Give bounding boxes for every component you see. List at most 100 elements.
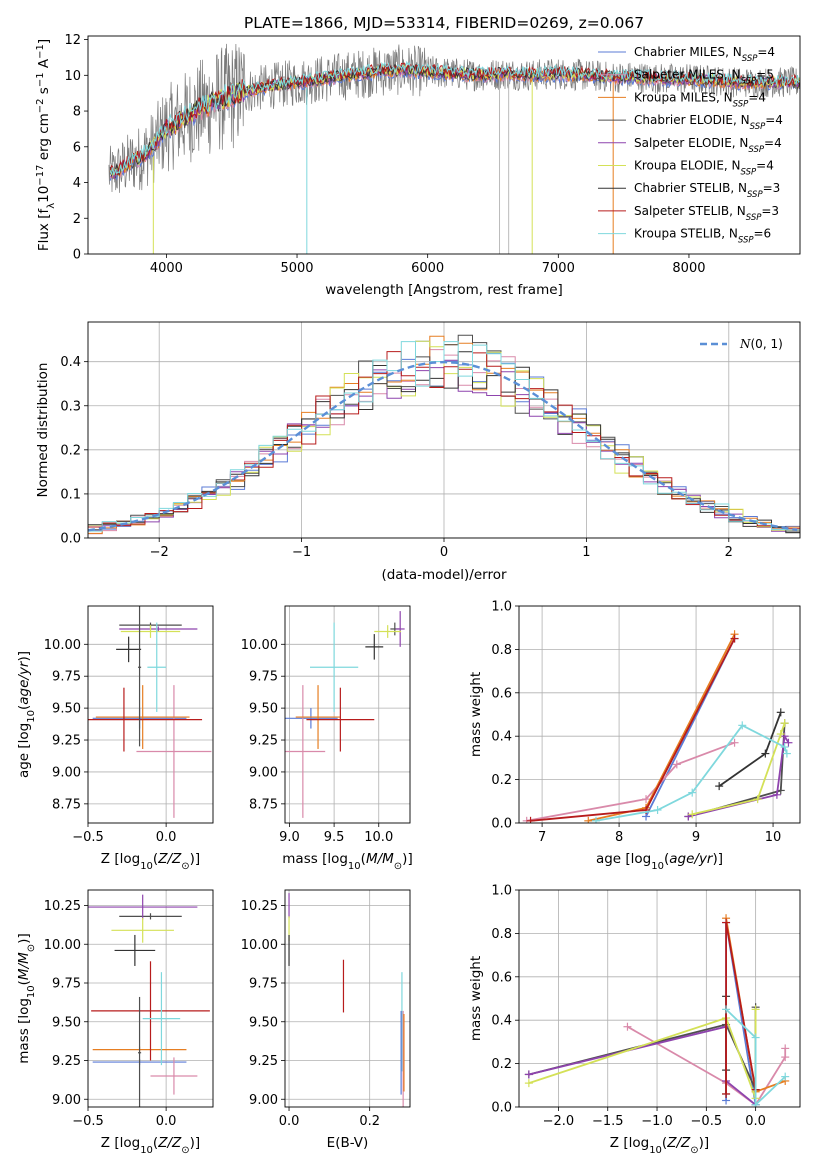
plot-area bbox=[88, 890, 213, 1107]
y-tick-label: 8 bbox=[73, 105, 81, 120]
y-tick-label: 8.75 bbox=[249, 797, 278, 812]
y-tick-label: 8.75 bbox=[52, 797, 81, 812]
y-axis-label: Normed distribution bbox=[35, 363, 51, 498]
y-tick-label: 1.0 bbox=[491, 600, 512, 615]
weight-line bbox=[526, 741, 735, 822]
legend-text: =3 bbox=[763, 181, 781, 195]
label-part: M/M bbox=[366, 851, 394, 867]
legend-sub: SSP bbox=[738, 236, 754, 246]
label-part: )] bbox=[190, 1135, 201, 1151]
label-part: )] bbox=[402, 851, 413, 867]
legend-sub: SSP bbox=[741, 168, 757, 178]
label-part: Z/Z bbox=[666, 1135, 691, 1151]
x-tick-label: −0.5 bbox=[691, 1114, 723, 1129]
x-tick-label: 2 bbox=[725, 545, 733, 560]
panel-age-vs-mass: 9.0 9.5 10.0 8.75 9.00 9.25 9.50 9.75 10.00 mass … bbox=[241, 605, 413, 872]
label-part: 10 bbox=[36, 186, 52, 203]
plot-area bbox=[88, 606, 213, 823]
y-tick-label: 9.50 bbox=[52, 1015, 81, 1030]
y-axis-label: mass [log10(M/M⊙)] bbox=[16, 933, 37, 1063]
y-tick-label: 0.6 bbox=[491, 686, 512, 701]
label-part: mass [log bbox=[16, 998, 32, 1064]
x-axis-label: Z [log10(Z/Z⊙)] bbox=[101, 851, 200, 872]
y-tick-label: 0.0 bbox=[491, 817, 512, 832]
x-tick-label: −1 bbox=[292, 545, 311, 560]
y-tick-label: 0.2 bbox=[60, 443, 81, 458]
label-part: Z/Z bbox=[157, 1135, 182, 1151]
y-tick-label: 2 bbox=[73, 212, 81, 227]
legend-label: Chabrier ELODIE, NSSP=4 bbox=[634, 113, 783, 132]
y-tick-label: 9.50 bbox=[52, 702, 81, 717]
panel-residuals: −2 −1 0 1 2 0.0 0.1 0.2 0.3 0.4 (data-model)/error… bbox=[35, 321, 801, 583]
legend-text: N bbox=[739, 337, 751, 351]
y-tick-label: 9.25 bbox=[249, 1054, 278, 1069]
weight-line bbox=[595, 724, 788, 822]
y-tick-label: 0.3 bbox=[60, 399, 81, 414]
legend-label: Kroupa STELIB, NSSP=6 bbox=[634, 227, 771, 246]
legend-text: =4 bbox=[764, 136, 782, 150]
chart-title: PLATE=1866, MJD=53314, FIBERID=0269, z=0… bbox=[244, 14, 644, 32]
label-part: λ bbox=[46, 203, 57, 209]
y-tick-label: 0.0 bbox=[60, 532, 81, 547]
panel-mass-vs-ebv: 0.0 0.2 9.00 9.25 9.50 9.75 10.00 10.25 E(B-V) bbox=[241, 889, 411, 1151]
panel-weight-vs-Z: −2.0 −1.5 −1.0 −0.5 0.0 0.0 0.2 0.4 0.6 0.8 1.0 Z [… bbox=[468, 884, 801, 1156]
legend-label: Chabrier MILES, NSSP=4 bbox=[634, 45, 775, 64]
model-spectrum bbox=[109, 62, 800, 176]
legend-sub: SSP bbox=[750, 122, 766, 132]
label-part: −17 bbox=[35, 165, 46, 186]
legend-label: N(0, 1) bbox=[739, 337, 783, 351]
legend-label: Kroupa ELODIE, NSSP=4 bbox=[634, 159, 774, 178]
legend-sub: SSP bbox=[741, 77, 757, 87]
weight-line bbox=[691, 722, 786, 816]
x-tick-label: 0 bbox=[440, 545, 448, 560]
label-part: −1 bbox=[35, 44, 46, 59]
y-tick-label: 6 bbox=[73, 140, 81, 155]
y-tick-label: 9.50 bbox=[249, 702, 278, 717]
weight-line bbox=[688, 723, 786, 818]
y-tick-label: 0.4 bbox=[491, 730, 512, 745]
label-part: Flux [f bbox=[36, 208, 52, 252]
legend-text: Chabrier STELIB, N bbox=[634, 181, 747, 195]
gridlines bbox=[519, 890, 800, 1107]
label-part: ( bbox=[662, 1135, 667, 1151]
label-part: )] bbox=[699, 1135, 710, 1151]
axes-frame bbox=[284, 605, 411, 824]
x-tick-label: 8 bbox=[615, 830, 623, 845]
legend-sub: SSP bbox=[733, 99, 749, 109]
y-tick-label: 10.00 bbox=[44, 638, 81, 653]
y-tick-label: 0.0 bbox=[491, 1101, 512, 1116]
x-axis-label: Z [log10(Z/Z⊙)] bbox=[610, 1135, 709, 1156]
gridlines bbox=[285, 890, 410, 1107]
x-axis-label: mass [log10(M/M⊙)] bbox=[282, 851, 412, 872]
x-tick-label: 6000 bbox=[411, 261, 444, 276]
weight-line bbox=[530, 638, 736, 822]
y-axis-label: Flux [fλ10−17 erg cm−2 s−1 A−1] bbox=[35, 39, 57, 251]
x-tick-label: −1.0 bbox=[641, 1114, 673, 1129]
label-part: ⊙ bbox=[181, 861, 189, 872]
x-tick-label: −2 bbox=[150, 545, 169, 560]
x-tick-label: −1.5 bbox=[592, 1114, 624, 1129]
axes-frame bbox=[87, 321, 801, 539]
label-part: ( bbox=[16, 705, 32, 710]
x-tick-label: 8000 bbox=[672, 261, 705, 276]
label-part: )] bbox=[16, 933, 32, 944]
x-tick-label: 0.2 bbox=[359, 1114, 380, 1129]
label-part: ( bbox=[361, 851, 366, 867]
legend-text: Kroupa MILES, N bbox=[634, 90, 733, 104]
x-tick-label: 4000 bbox=[150, 261, 183, 276]
gaussian-curve bbox=[88, 360, 798, 532]
x-axis-label: E(B-V) bbox=[327, 1135, 369, 1151]
legend-sub: SSP bbox=[748, 145, 764, 155]
label-part: erg cm bbox=[36, 113, 52, 164]
y-tick-label: 9.25 bbox=[52, 1054, 81, 1069]
label-part: Z [log bbox=[101, 1135, 140, 1151]
legend-text: Salpeter ELODIE, N bbox=[634, 136, 748, 150]
label-part: mass [log bbox=[282, 851, 348, 867]
legend-text: =4 bbox=[748, 90, 766, 104]
legend-text: Salpeter STELIB, N bbox=[634, 204, 746, 218]
label-part: M/M bbox=[16, 952, 32, 980]
legend-sub: SSP bbox=[742, 54, 758, 64]
y-tick-label: 10.25 bbox=[44, 899, 81, 914]
x-tick-label: 0.0 bbox=[156, 1114, 177, 1129]
